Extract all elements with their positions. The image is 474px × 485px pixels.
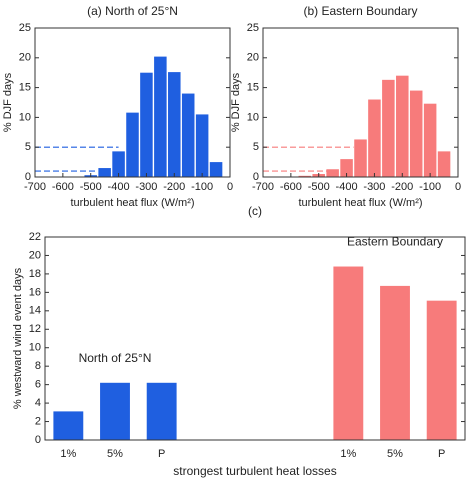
x-tick-label: -500 [80,181,102,193]
bar [437,151,451,177]
x-tick-label: -700 [252,181,274,193]
y-tick-label: 0 [25,171,31,183]
x-tick-label: -500 [308,181,330,193]
y-tick-label: 2 [35,415,41,427]
y-tick-label: 22 [29,231,41,243]
x-tick-label: -400 [336,181,358,193]
bar [154,56,167,177]
x-tick-label: P [158,448,165,460]
y-tick-label: 4 [35,397,41,409]
bar [98,168,111,177]
bar [298,175,312,177]
plot-frame [34,27,231,178]
bar [100,382,130,440]
y-tick-label: 5 [25,141,31,153]
y-axis-label: % DJF days [230,72,242,132]
bar [326,169,339,177]
x-axis-label: strongest turbulent heat losses [173,464,336,478]
x-tick-label: -100 [191,181,213,193]
bar [209,162,223,177]
panel-title: (c) [248,204,262,218]
bar [333,266,364,440]
y-axis-label: % DJF days [2,72,14,132]
x-tick-label: -200 [391,181,413,193]
bar [368,99,381,177]
y-tick-label: 25 [247,22,259,34]
bar [140,72,153,177]
x-tick-label: -400 [108,181,130,193]
bar [426,300,457,440]
y-tick-label: 16 [29,286,41,298]
bar [195,114,209,177]
x-tick-label: 0 [227,181,233,193]
y-tick-label: 12 [29,323,41,335]
y-tick-label: 20 [19,52,31,64]
bar [354,139,367,177]
series-label: Eastern Boundary [347,235,443,249]
plot-frame [44,236,466,441]
bar [126,112,139,177]
y-tick-label: 8 [35,360,41,372]
x-tick-label: -300 [135,181,157,193]
y-tick-label: 6 [35,379,41,391]
y-tick-label: 14 [29,305,41,317]
x-tick-label: P [438,448,445,460]
y-tick-label: 15 [247,82,259,94]
bar [53,411,84,440]
x-tick-label: -600 [280,181,302,193]
y-tick-label: 20 [247,52,259,64]
plot-frame [262,27,459,178]
x-axis-label: turbulent heat flux (W/m²) [70,197,194,209]
x-tick-label: 1% [340,448,356,460]
x-axis-label: turbulent heat flux (W/m²) [298,197,422,209]
x-tick-label: -100 [419,181,441,193]
x-tick-label: 5% [387,448,403,460]
y-tick-label: 0 [35,434,41,446]
y-tick-label: 10 [29,342,41,354]
bar [181,93,195,177]
y-tick-label: 20 [29,249,41,261]
y-tick-label: 10 [19,111,31,123]
bar [423,103,437,177]
panel-title: (a) North of 25°N [87,4,178,18]
bar [112,151,125,177]
bar [380,285,410,440]
y-tick-label: 25 [19,22,31,34]
y-tick-label: 5 [253,141,259,153]
bar [340,159,353,177]
y-tick-label: 10 [247,111,259,123]
x-tick-label: 1% [60,448,76,460]
panel-title: (b) Eastern Boundary [303,4,417,18]
y-tick-label: 15 [19,82,31,94]
x-tick-label: -200 [163,181,185,193]
x-tick-label: 0 [455,181,461,193]
x-tick-label: 5% [107,448,123,460]
y-tick-label: 0 [253,171,259,183]
series-label: North of 25°N [79,351,152,365]
x-tick-label: -700 [24,181,46,193]
bar [168,72,181,177]
bar [409,90,423,177]
bar [146,382,177,440]
bar [382,79,395,177]
y-tick-label: 18 [29,268,41,280]
y-axis-label: % westward wind event days [12,267,24,409]
x-tick-label: -300 [363,181,385,193]
x-tick-label: -600 [52,181,74,193]
bar [396,75,409,177]
